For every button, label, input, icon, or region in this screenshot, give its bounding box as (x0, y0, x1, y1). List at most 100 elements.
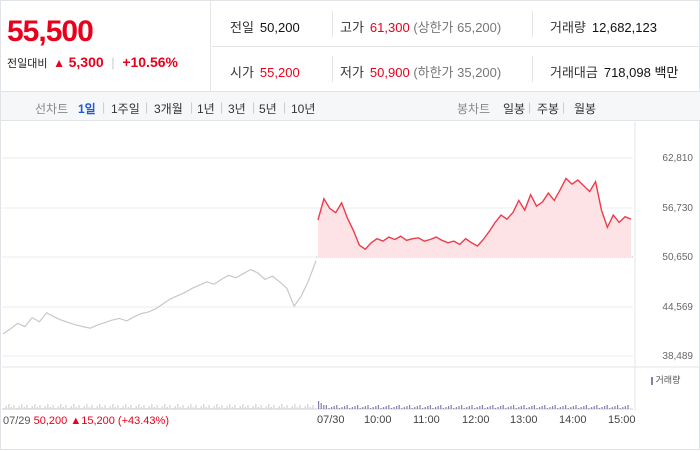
volume-bar (83, 406, 85, 409)
x-tick-label: 11:00 (413, 414, 440, 426)
volume-bar (5, 406, 7, 409)
volume-bar (143, 405, 145, 409)
x-tick-label: 07/30 (317, 414, 345, 426)
volume-bar (507, 407, 509, 409)
volume-bar (200, 406, 202, 409)
volume-bar (247, 405, 249, 409)
volume-bar (591, 407, 593, 409)
summary-change: 15,200 (81, 415, 115, 427)
volume-bar (252, 406, 254, 409)
volume-bar (572, 406, 574, 409)
volume-bar (409, 405, 411, 409)
volume-bar (109, 406, 111, 409)
volume-bar (213, 406, 215, 409)
volume-bar (159, 408, 161, 409)
volume-bar (487, 407, 489, 409)
volume-bar (283, 407, 285, 409)
volume-bar (16, 408, 18, 409)
stat-prev-close: 전일 50,200 (230, 20, 300, 35)
volume-bar (588, 408, 590, 409)
volume-bar (185, 408, 187, 409)
volume-bar (461, 405, 463, 409)
volume-bar (419, 405, 421, 409)
x-tick-label: 12:00 (462, 414, 490, 426)
volume-bar (323, 405, 325, 409)
volume-bar (328, 408, 330, 409)
volume-bar (172, 408, 174, 409)
up-arrow-icon: ▲ (70, 415, 82, 427)
volume-bar (578, 408, 580, 409)
volume-bar (414, 407, 416, 409)
stat-high: 고가 61,300 (상한가 65,200) (340, 20, 502, 35)
change-percent: +10.56% (122, 54, 178, 70)
volume-bar (354, 406, 356, 409)
volume-bar (229, 404, 231, 409)
volume-bar (385, 406, 387, 409)
volume-bar (273, 405, 275, 409)
volume-bar (107, 408, 109, 409)
volume-bar (86, 404, 88, 409)
candle-chart-label: 봉차트 (457, 102, 491, 116)
volume-bar (68, 408, 70, 409)
volume-bar (453, 408, 455, 409)
volume-bar (466, 407, 468, 409)
volume-bar (190, 404, 192, 409)
volume-bar (541, 406, 543, 409)
volume-bar (161, 406, 163, 409)
volume-bar (536, 408, 538, 409)
range-10y[interactable]: 10년 (291, 102, 316, 116)
stats-col-divider (532, 11, 533, 37)
range-1w[interactable]: 1주일 (111, 102, 140, 116)
volume-bar (489, 406, 491, 409)
volume-bar (78, 405, 80, 409)
volume-bar (435, 407, 437, 409)
volume-bar (242, 404, 244, 409)
range-5y[interactable]: 5년 (259, 102, 277, 116)
volume-bar (617, 405, 619, 409)
volume-bar (10, 407, 12, 409)
summary-date: 07/29 (3, 415, 31, 427)
volume-bar (151, 404, 153, 409)
volume-bar (81, 408, 83, 409)
volume-bar (565, 405, 567, 409)
volume-bar (216, 404, 218, 409)
range-divider: | (562, 100, 566, 114)
change-divider: | (111, 55, 115, 70)
range-1d[interactable]: 1일 (78, 102, 96, 116)
volume-bar (270, 407, 272, 409)
stats-col-divider (332, 56, 333, 82)
volume-bar (500, 406, 502, 409)
stat-low: 저가 50,900 (하한가 35,200) (340, 65, 502, 80)
candle-monthly[interactable]: 월봉 (574, 102, 597, 116)
volume-bar (424, 407, 426, 409)
volume-bar (609, 408, 611, 409)
up-arrow-icon: ▲ (53, 56, 65, 70)
range-1y[interactable]: 1년 (197, 102, 215, 116)
volume-bar (70, 406, 72, 409)
volume-bar (619, 408, 621, 409)
volume-bar (393, 407, 395, 409)
x-tick-label: 15:00 (608, 414, 636, 426)
volume-bar (471, 405, 473, 409)
volume-bar (44, 406, 46, 409)
volume-bar (195, 405, 197, 409)
volume-bar (344, 406, 346, 409)
volume-bar (112, 404, 114, 409)
series-line-today (317, 177, 632, 251)
volume-bar (73, 404, 75, 409)
volume-bar (23, 407, 25, 409)
candle-weekly[interactable]: 주봉 (537, 102, 560, 116)
volume-bar (208, 405, 210, 409)
volume-bar (526, 408, 528, 409)
volume-bar (34, 404, 36, 409)
volume-bar (606, 405, 608, 409)
candle-daily[interactable]: 일봉 (503, 102, 526, 116)
x-tick-label: 10:00 (364, 414, 392, 426)
volume-bar (135, 406, 137, 409)
range-3m[interactable]: 3개월 (154, 102, 183, 116)
volume-bar (182, 405, 184, 409)
range-3y[interactable]: 3년 (228, 102, 246, 116)
volume-bar (598, 408, 600, 409)
volume-bar (140, 407, 142, 409)
change-label: 전일대비 (7, 58, 48, 70)
